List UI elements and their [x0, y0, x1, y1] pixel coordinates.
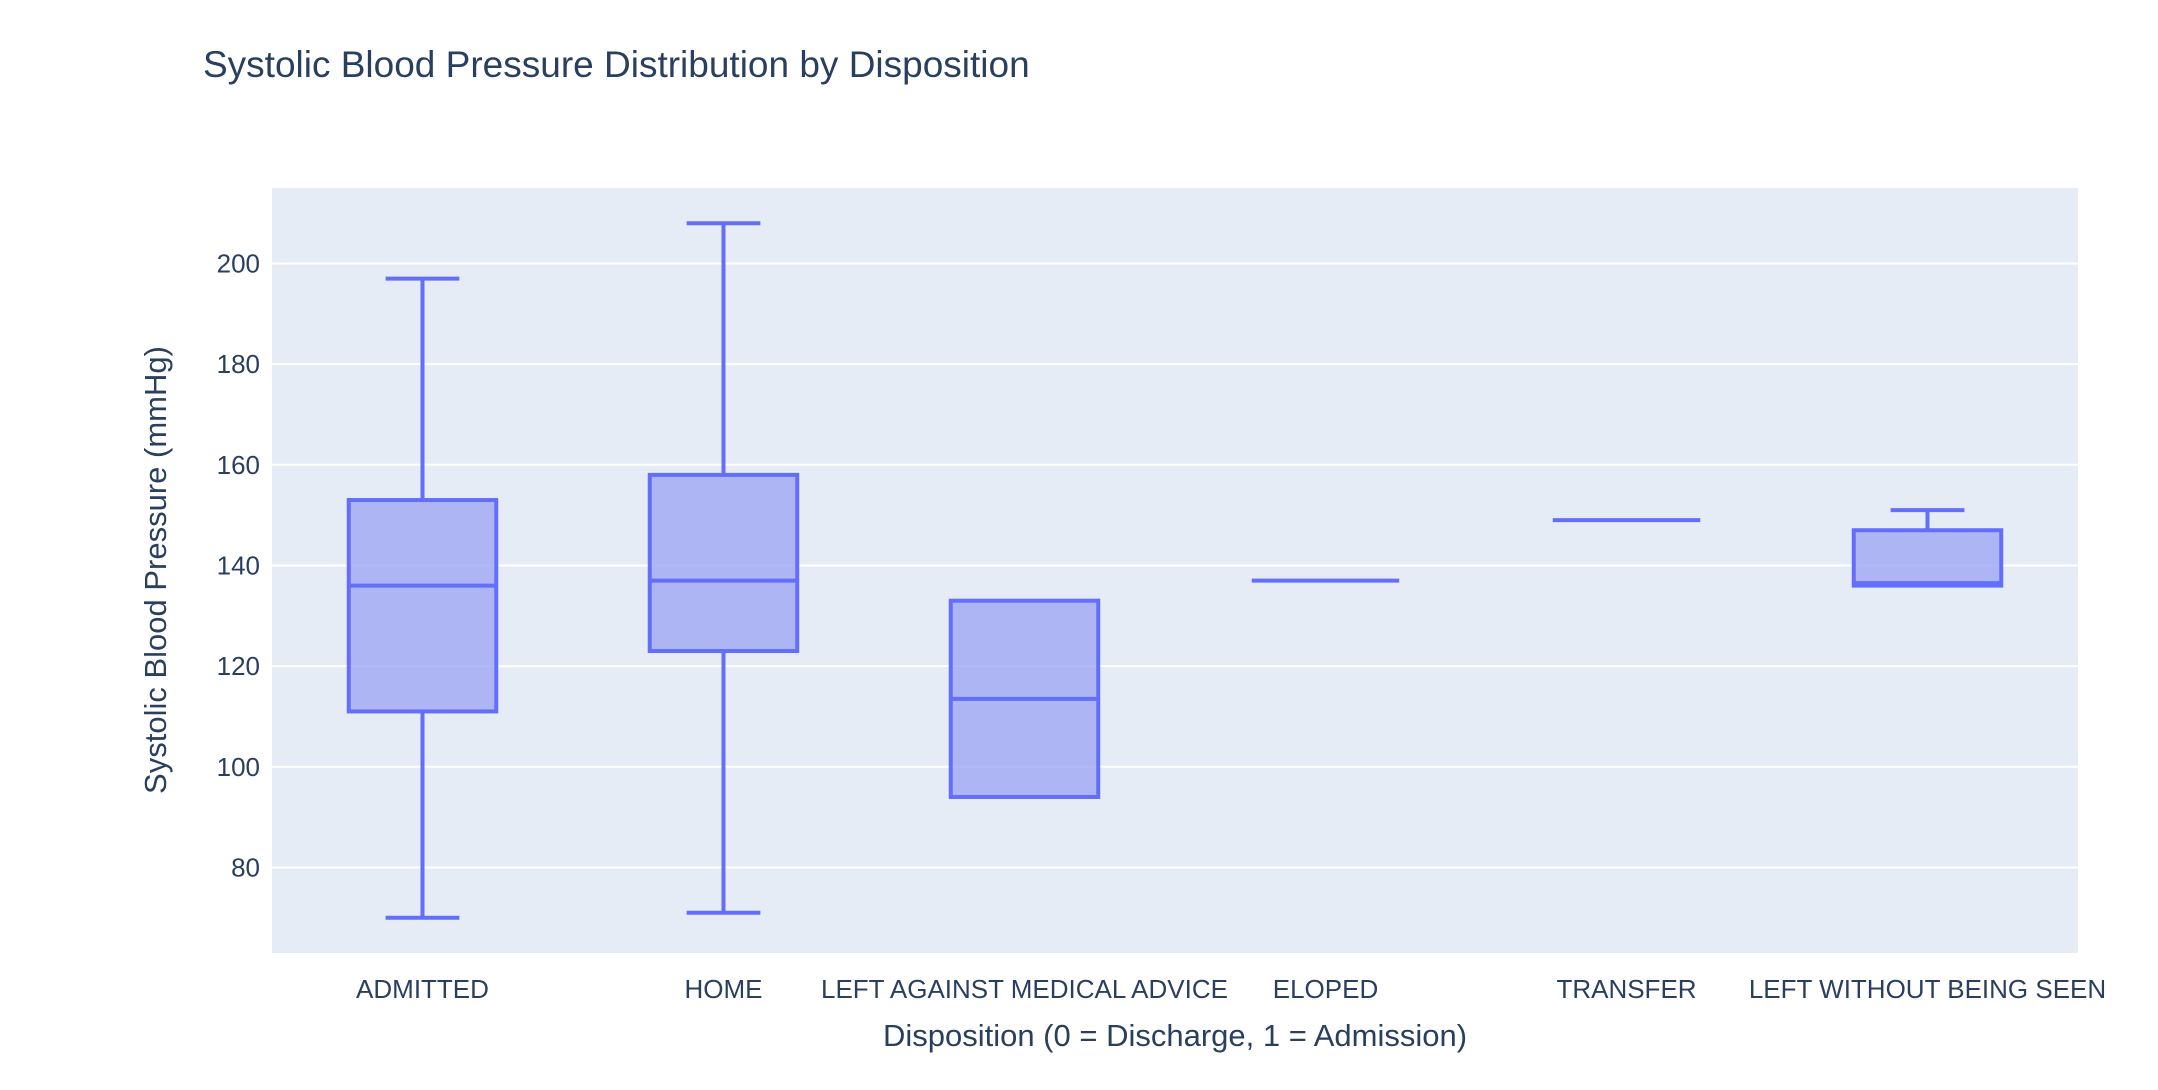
- box-group: [948, 598, 1101, 799]
- box-iqr: [647, 472, 800, 654]
- x-tick-label: LEFT WITHOUT BEING SEEN: [1749, 974, 2106, 1004]
- y-tick-label: 80: [231, 852, 260, 882]
- x-axis-ticks: ADMITTED HOME LEFT AGAINST MEDICAL ADVICE E…: [356, 974, 2106, 1004]
- box-group: [1851, 508, 2004, 588]
- box-iqr: [346, 498, 499, 714]
- gridlines: [272, 262, 2078, 869]
- x-tick-label: ELOPED: [1273, 974, 1379, 1004]
- plot-area: [272, 188, 2078, 953]
- x-tick-label: ADMITTED: [356, 974, 489, 1004]
- x-tick-label: LEFT AGAINST MEDICAL ADVICE: [821, 974, 1228, 1004]
- x-axis-title: Disposition (0 = Discharge, 1 = Admissio…: [883, 1018, 1467, 1053]
- box-group: [647, 221, 800, 915]
- y-tick-label: 100: [217, 752, 260, 782]
- y-axis-ticks: 80 100 120 140 160 180 200: [217, 248, 260, 882]
- y-axis-title: Systolic Blood Pressure (mmHg): [138, 346, 173, 794]
- y-tick-label: 140: [217, 550, 260, 580]
- y-tick-label: 120: [217, 651, 260, 681]
- box-series: [346, 221, 2004, 920]
- x-tick-label: TRANSFER: [1556, 974, 1696, 1004]
- y-tick-label: 200: [217, 248, 260, 278]
- box-group: [346, 276, 499, 920]
- y-tick-label: 180: [217, 349, 260, 379]
- chart-title: Systolic Blood Pressure Distribution by …: [203, 44, 1030, 85]
- box-iqr: [1851, 528, 2004, 588]
- y-tick-label: 160: [217, 450, 260, 480]
- x-tick-label: HOME: [685, 974, 763, 1004]
